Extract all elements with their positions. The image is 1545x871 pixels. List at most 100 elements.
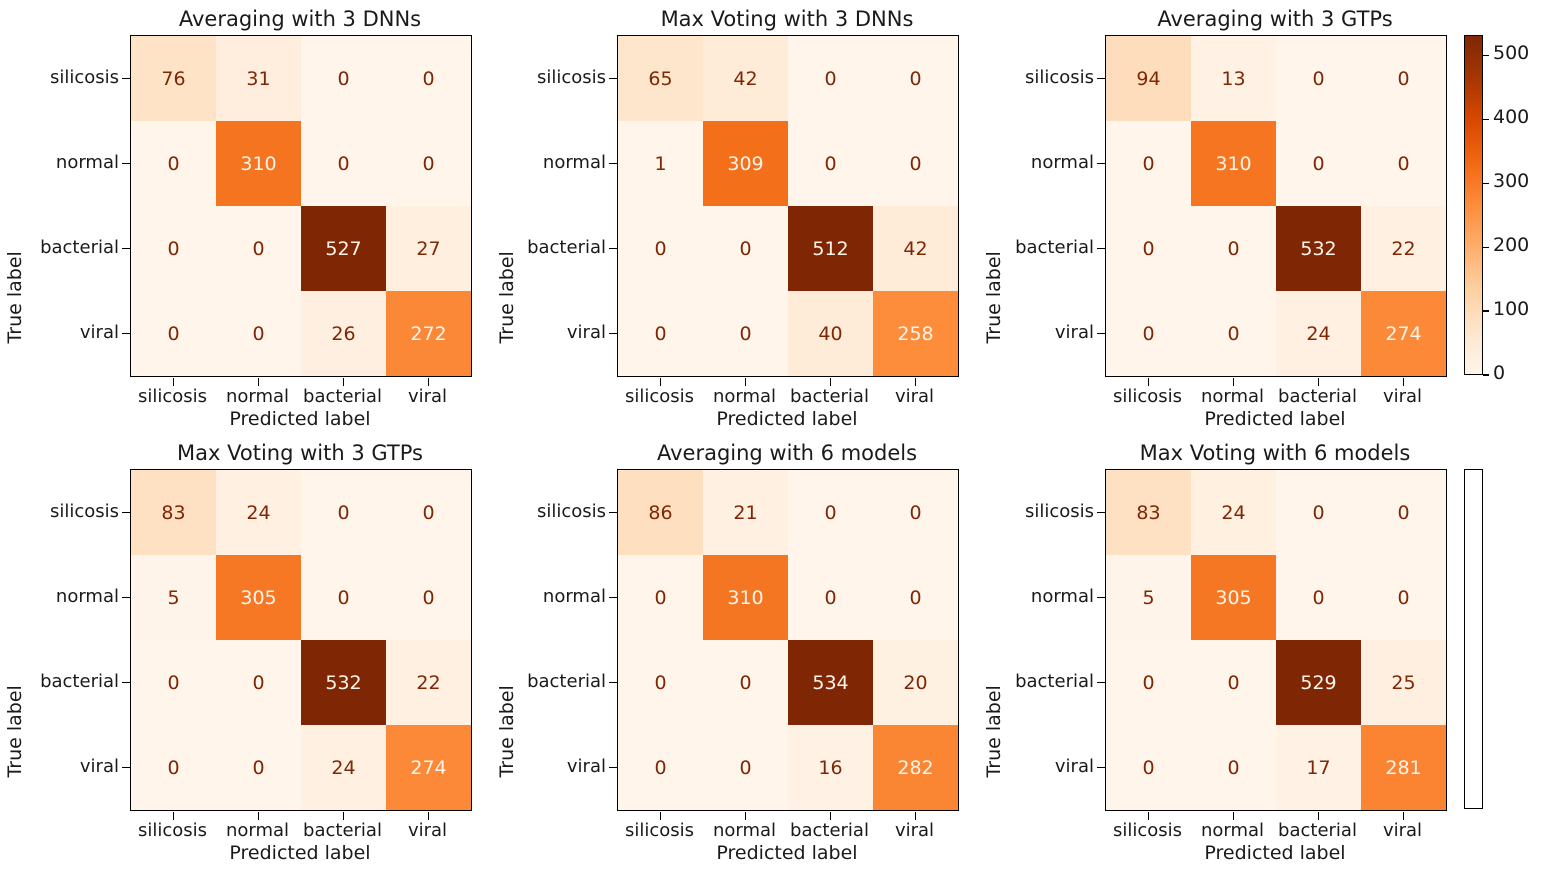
heatmap-cell: 0 <box>1361 121 1446 206</box>
subplot-title: Max Voting with 3 GTPs <box>177 441 423 465</box>
y-tick-label: normal <box>1030 586 1094 607</box>
heatmap-cell: 24 <box>1191 470 1276 555</box>
colorbar-tick-label: 200 <box>1493 234 1530 257</box>
heatmap-cell: 40 <box>788 291 873 376</box>
x-tick-mark <box>257 377 260 386</box>
x-axis-title: Predicted label <box>229 842 371 864</box>
x-tick-label: viral <box>1382 386 1423 407</box>
heatmap-cell: 274 <box>1361 291 1446 376</box>
heatmap-cell: 65 <box>618 36 703 121</box>
x-tick-label: normal <box>225 820 290 841</box>
y-axis-title: True label <box>4 251 26 344</box>
heatmap-cell: 529 <box>1276 640 1361 725</box>
y-tick-mark <box>609 596 617 599</box>
heatmap-cell: 0 <box>216 206 301 291</box>
heatmap-cell: 0 <box>618 725 703 810</box>
heatmap-cell: 0 <box>1361 555 1446 640</box>
heatmap-cell: 0 <box>1191 291 1276 376</box>
heatmap-cell: 0 <box>1106 640 1191 725</box>
heatmap-cell: 0 <box>788 555 873 640</box>
y-tick-label: viral <box>566 322 606 343</box>
heatmap-cell: 310 <box>216 121 301 206</box>
y-tick-mark <box>609 766 617 769</box>
heatmap-cell: 0 <box>131 640 216 725</box>
heatmap-cell: 0 <box>1361 470 1446 555</box>
x-tick-labels: silicosis normal bacterial viral <box>617 820 957 841</box>
heatmap-cell: 76 <box>131 36 216 121</box>
y-tick-mark <box>122 681 130 684</box>
heatmap-cell: 0 <box>618 206 703 291</box>
heatmap-cell: 0 <box>1106 206 1191 291</box>
y-tick-label: viral <box>1054 756 1094 777</box>
y-axis-title: True label <box>496 685 518 778</box>
colorbar-gradient <box>1464 469 1483 809</box>
x-tick-label: bacterial <box>1278 820 1357 841</box>
x-tick-label: normal <box>712 820 777 841</box>
x-tick-labels: silicosis normal bacterial viral <box>130 386 470 407</box>
x-tick-label: normal <box>225 386 290 407</box>
heatmap-grid: 86 21 0 0 0 310 0 0 0 0 534 20 0 0 16 282 <box>609 469 959 820</box>
subplot-title: Max Voting with 3 DNNs <box>660 7 914 31</box>
x-tick-mark <box>172 811 175 820</box>
y-tick-mark <box>1097 511 1105 514</box>
x-tick-labels: silicosis normal bacterial viral <box>1105 820 1445 841</box>
y-tick-label: viral <box>79 756 119 777</box>
colorbar-tick-mark <box>1483 310 1489 312</box>
heatmap-cell: 534 <box>788 640 873 725</box>
plot-area: True label silicosis normal bacterial viral… <box>0 35 492 386</box>
x-tick-mark <box>1317 377 1320 386</box>
heatmap-grid: 65 42 0 0 1 309 0 0 0 0 512 42 0 0 40 258 <box>609 35 959 386</box>
heatmap-cell: 310 <box>703 555 788 640</box>
y-tick-label: normal <box>1030 152 1094 173</box>
y-tick-label: silicosis <box>1024 501 1094 522</box>
x-tick-label: normal <box>1200 820 1265 841</box>
heatmap-cell: 1 <box>618 121 703 206</box>
y-tick-mark <box>609 162 617 165</box>
x-tick-mark <box>1402 811 1405 820</box>
colorbar-tick-label: 500 <box>1493 42 1530 65</box>
colorbar <box>1464 469 1483 809</box>
subplot-max-voting-6-models: Max Voting with 6 models True label sili… <box>979 434 1545 871</box>
heatmap-cell: 0 <box>1361 36 1446 121</box>
y-tick-label: bacterial <box>40 671 119 692</box>
y-axis: True label silicosis normal bacterial viral <box>0 469 130 809</box>
heatmap-cell: 532 <box>1276 206 1361 291</box>
colorbar-tick-mark <box>1483 374 1489 376</box>
x-tick-label: silicosis <box>1112 386 1183 407</box>
heatmap-cell: 0 <box>216 291 301 376</box>
x-tick-mark <box>659 811 662 820</box>
x-tick-label: viral <box>1382 820 1423 841</box>
heatmap-cell: 42 <box>873 206 958 291</box>
x-tick-label: viral <box>407 386 448 407</box>
heatmap-cell: 42 <box>703 36 788 121</box>
x-tick-mark <box>172 377 175 386</box>
heatmap-cell: 0 <box>788 470 873 555</box>
x-tick-mark <box>744 811 747 820</box>
x-tick-mark <box>427 811 430 820</box>
heatmap-cell: 0 <box>1276 470 1361 555</box>
x-tick-label: normal <box>712 386 777 407</box>
y-tick-label: normal <box>542 152 606 173</box>
heatmap-cell: 16 <box>788 725 873 810</box>
subplot-title: Averaging with 6 models <box>656 441 918 465</box>
heatmap-cell: 309 <box>703 121 788 206</box>
heatmap-cell: 272 <box>386 291 471 376</box>
y-tick-mark <box>609 77 617 80</box>
y-tick-mark <box>1097 766 1105 769</box>
heatmap-cell: 0 <box>386 121 471 206</box>
heatmap-cell: 0 <box>1191 206 1276 291</box>
x-axis-title: Predicted label <box>1204 408 1346 430</box>
plot-area: True label silicosis normal bacterial viral… <box>979 35 1545 386</box>
subplot-title: Averaging with 3 DNNs <box>178 7 422 31</box>
plot-area: True label silicosis normal bacterial viral… <box>0 469 492 820</box>
colorbar-gradient <box>1464 35 1483 375</box>
subplot-max-voting-3-dnns: Max Voting with 3 DNNs True label silico… <box>492 0 979 434</box>
heatmap-cell: 86 <box>618 470 703 555</box>
heatmap-cell: 0 <box>788 121 873 206</box>
heatmap-cell: 0 <box>703 206 788 291</box>
heatmap-cell: 512 <box>788 206 873 291</box>
heatmap-cell: 5 <box>131 555 216 640</box>
heatmap-cell: 22 <box>386 640 471 725</box>
heatmap-cell: 25 <box>1361 640 1446 725</box>
y-tick-mark <box>1097 77 1105 80</box>
